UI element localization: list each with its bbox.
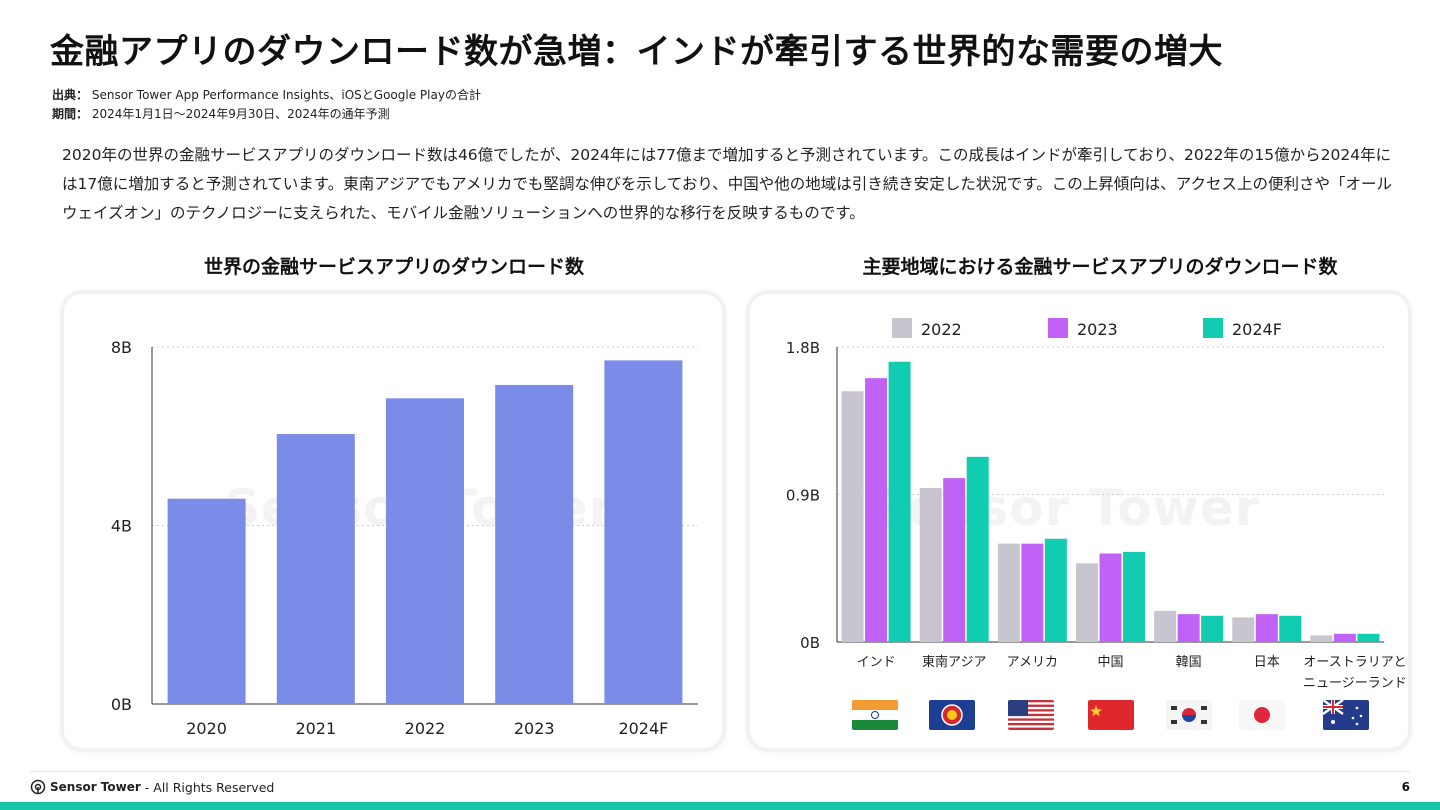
y-tick-label: 0B: [800, 634, 820, 652]
period-line: 期間： 2024年1月1日～2024年9月30日、2024年の通年予測: [52, 105, 390, 122]
x-tick-label: オーストラリアと: [1303, 655, 1406, 670]
china-flag-icon: [1088, 700, 1134, 730]
bar: [1255, 614, 1278, 642]
bar: [1154, 610, 1177, 642]
summary-paragraph: 2020年の世界の金融サービスアプリのダウンロード数は46億でしたが、2024年…: [62, 146, 1392, 222]
legend-swatch: [1048, 318, 1068, 338]
bar: [604, 360, 683, 704]
y-tick-label: 8B: [111, 338, 132, 357]
legend-label: 2022: [921, 320, 962, 339]
x-tick-label: 2020: [186, 719, 227, 738]
period-label: 期間：: [52, 107, 89, 121]
bar: [1177, 614, 1200, 642]
source-value: Sensor Tower App Performance Insights、iO…: [91, 88, 481, 102]
footer-brand: Sensor Tower: [50, 780, 141, 794]
x-tick-label: 2021: [295, 719, 336, 738]
x-tick-label: アメリカ: [1007, 655, 1058, 670]
bar: [997, 543, 1020, 642]
bar: [841, 391, 864, 642]
global-chart-title: 世界の金融サービスアプリのダウンロード数: [203, 256, 584, 278]
regional-downloads-chart: 2022 2023 2024F 0B 0.9B 1.8B インド 東南アジア アメリカ 中国 韓国 日…: [786, 318, 1407, 691]
australia-flag-icon: [1323, 700, 1369, 730]
india-flag-icon: [852, 700, 898, 730]
global-downloads-chart: 0B 4B 8B 2020 2021 2022 2023 2024F: [111, 338, 698, 738]
regional-chart-title: 主要地域における金融サービスアプリのダウンロード数: [862, 256, 1338, 278]
bar: [1099, 553, 1122, 642]
bar: [1357, 633, 1380, 642]
sensor-tower-logo-icon: [30, 779, 46, 795]
period-value: 2024年1月1日～2024年9月30日、2024年の通年予測: [91, 107, 390, 121]
x-tick-label: 韓国: [1176, 655, 1202, 670]
x-tick-label: ニュージーランド: [1303, 676, 1407, 691]
bar: [966, 456, 989, 642]
bar: [1201, 615, 1224, 642]
bar: [386, 398, 464, 704]
bar: [1333, 633, 1356, 642]
x-tick-label: 日本: [1254, 655, 1280, 670]
bottom-accent-bar: [0, 802, 1440, 810]
source-label: 出典：: [52, 88, 89, 102]
bar: [495, 384, 574, 704]
page-number: 6: [1401, 780, 1410, 794]
bar: [865, 378, 888, 642]
korea-flag-icon: [1166, 700, 1212, 730]
source-line: 出典： Sensor Tower App Performance Insight…: [52, 86, 481, 103]
usa-flag-icon: [1008, 700, 1054, 730]
bar: [167, 498, 246, 704]
asean-flag-icon: [929, 700, 975, 730]
legend-swatch: [1203, 318, 1223, 338]
bar: [1044, 538, 1067, 642]
bar: [1076, 563, 1098, 642]
bar: [276, 434, 355, 704]
x-tick-label: 東南アジア: [922, 654, 986, 670]
legend-label: 2024F: [1232, 320, 1282, 339]
y-tick-label: 1.8B: [786, 339, 820, 357]
x-tick-label: 2022: [405, 719, 446, 738]
bar: [1123, 551, 1145, 642]
bar: [919, 487, 942, 642]
bar: [1232, 617, 1255, 642]
legend-label: 2023: [1077, 320, 1118, 339]
bar: [1310, 635, 1333, 642]
y-tick-label: 0B: [111, 695, 132, 714]
footer: Sensor Tower - All Rights Reserved: [30, 779, 274, 795]
bar: [888, 361, 911, 642]
x-tick-label: 中国: [1097, 655, 1123, 670]
bar: [1279, 615, 1302, 642]
footer-divider: [30, 771, 1410, 772]
page-title: 金融アプリのダウンロード数が急増：インドが牽引する世界的な需要の増大: [50, 32, 1223, 72]
x-tick-label: インド: [857, 655, 896, 670]
y-tick-label: 0.9B: [786, 487, 820, 505]
legend-swatch: [892, 318, 912, 338]
footer-rights: - All Rights Reserved: [144, 779, 275, 795]
bar: [1021, 543, 1044, 642]
y-tick-label: 4B: [111, 517, 132, 536]
x-tick-label: 2023: [514, 719, 555, 738]
bar: [943, 478, 966, 642]
x-tick-label: 2024F: [618, 719, 668, 738]
japan-flag-icon: [1239, 700, 1285, 730]
